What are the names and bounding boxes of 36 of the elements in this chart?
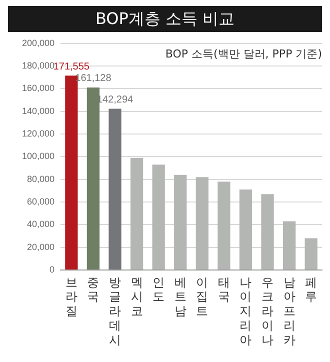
y-tick-label: 200,000	[22, 38, 55, 48]
y-tick-label: 100,000	[22, 151, 55, 162]
x-tick-label: 중국	[87, 275, 100, 304]
x-tick-label: 페루	[305, 275, 318, 304]
x-tick-label: 베트남	[174, 275, 186, 318]
x-tick-label: 남아프리카	[283, 275, 296, 347]
bar	[283, 221, 296, 270]
y-tick-label: 140,000	[22, 106, 55, 116]
y-tick-label: 60,000	[27, 196, 55, 207]
x-tick-label: 인도	[152, 275, 165, 304]
x-tick-label: 멕시코	[130, 275, 143, 318]
bar	[261, 194, 274, 270]
y-tick-label: 40,000	[27, 219, 55, 230]
bar	[130, 158, 144, 270]
data-label: 171,555	[53, 61, 90, 72]
x-tick-label: 태국	[218, 275, 230, 304]
bar	[304, 238, 318, 270]
bar	[239, 190, 252, 270]
x-tick-label: 방글라데시	[109, 275, 122, 347]
x-tick-label: 이집트	[196, 275, 208, 318]
y-tick-label: 120,000	[22, 128, 55, 139]
y-tick-label: 160,000	[22, 83, 55, 94]
bar	[152, 164, 165, 270]
y-tick-label: 20,000	[27, 242, 55, 252]
x-tick-label: 우크라이나	[262, 275, 274, 347]
annotation: BOP 소득(백만 달러, PPP 기준)	[165, 48, 322, 61]
bar	[196, 177, 208, 270]
x-tick-label: 브라질	[65, 275, 78, 318]
bar	[174, 174, 187, 270]
chart-title: BOP계층 소득 비교	[8, 6, 322, 32]
y-tick-label: 80,000	[27, 174, 55, 184]
bar	[218, 182, 230, 270]
x-tick-label: 나이지리아	[240, 275, 252, 347]
y-tick-label: 0	[50, 264, 55, 274]
y-tick-label: 180,000	[22, 60, 55, 71]
bar	[108, 108, 122, 270]
